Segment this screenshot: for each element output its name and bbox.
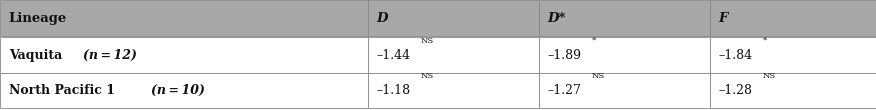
Bar	[710, 0, 876, 36]
Text: F: F	[718, 12, 728, 25]
Text: NS: NS	[420, 37, 434, 45]
Text: –1.89: –1.89	[548, 49, 582, 61]
Text: –1.44: –1.44	[377, 49, 411, 61]
Text: –1.84: –1.84	[718, 49, 752, 61]
Text: NS: NS	[591, 72, 604, 80]
Text: NS: NS	[420, 72, 434, 80]
Bar	[0, 0, 368, 36]
Text: *: *	[762, 37, 766, 45]
Bar	[368, 0, 539, 36]
Text: (n = 10): (n = 10)	[152, 84, 205, 97]
Bar	[710, 37, 876, 73]
Bar	[539, 37, 710, 73]
Bar	[0, 73, 368, 108]
Text: –1.18: –1.18	[377, 84, 411, 97]
Text: *: *	[591, 37, 596, 45]
Bar	[0, 37, 368, 73]
Text: –1.28: –1.28	[718, 84, 752, 97]
Bar	[368, 73, 539, 108]
Text: (n = 12): (n = 12)	[83, 49, 137, 61]
Text: Vaquita: Vaquita	[9, 49, 67, 61]
Text: –1.27: –1.27	[548, 84, 582, 97]
Text: North Pacific 1: North Pacific 1	[9, 84, 119, 97]
Bar	[539, 0, 710, 36]
Bar	[539, 73, 710, 108]
Text: D: D	[377, 12, 388, 25]
Text: Lineage: Lineage	[9, 12, 67, 25]
Bar	[368, 37, 539, 73]
Text: NS: NS	[762, 72, 775, 80]
Bar	[710, 73, 876, 108]
Text: D*: D*	[548, 12, 566, 25]
